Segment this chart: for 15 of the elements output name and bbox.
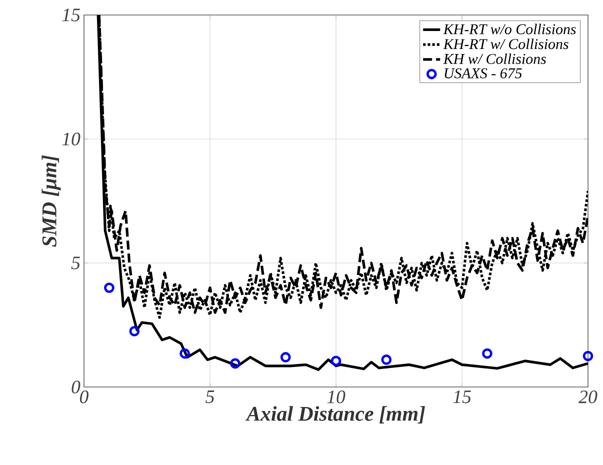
x-tick-label: 20 bbox=[578, 390, 598, 404]
x-tick-label: 10 bbox=[327, 390, 346, 404]
y-tick-label: 5 bbox=[71, 256, 80, 270]
legend-label: KH-RT w/ Collisions bbox=[443, 38, 568, 50]
y-axis-title: SMD [μm] bbox=[42, 155, 61, 247]
y-tick-label: 10 bbox=[62, 132, 80, 146]
y-tick-label: 15 bbox=[62, 8, 80, 22]
legend-label: USAXS - 675 bbox=[444, 68, 522, 78]
y-tick-label: 0 bbox=[72, 380, 80, 394]
x-tick-label: 0 bbox=[80, 390, 88, 404]
x-axis-title: Axial Distance [mm] bbox=[245, 406, 425, 424]
legend-label: KH w/ Collisions bbox=[443, 53, 546, 64]
x-tick-label: 15 bbox=[453, 390, 471, 404]
x-tick-label: 5 bbox=[206, 390, 214, 404]
legend-label: KH-RT w/o Collisions bbox=[443, 24, 576, 34]
